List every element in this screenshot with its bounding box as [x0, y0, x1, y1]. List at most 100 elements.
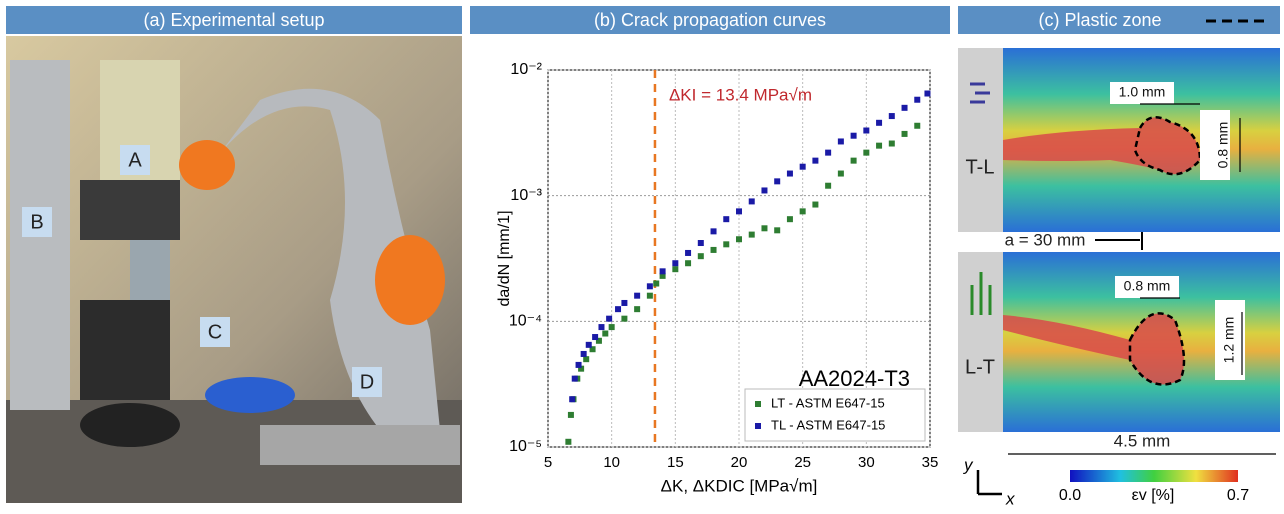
legend-marker: [755, 401, 761, 407]
point: [736, 236, 742, 243]
dimension-label: 0.8 mm: [1215, 122, 1231, 169]
point: [837, 170, 844, 177]
point: [924, 90, 931, 97]
x-tick-label: 35: [922, 454, 939, 471]
y-tick-label: 10⁻²: [510, 61, 542, 78]
colorbar-label: εv [%]: [1132, 487, 1175, 504]
point: [606, 315, 613, 322]
x-tick-label: 25: [794, 454, 811, 471]
point: [723, 216, 730, 223]
point: [914, 122, 921, 129]
point: [685, 260, 692, 267]
x-axis-label: ΔK, ΔKDIC [MPa√m]: [661, 476, 818, 495]
plot: 5 10 15 20 25 30 35 10⁻⁵ 10⁻⁴ 10⁻³ 10⁻² ΔK, ΔKDIC […: [496, 61, 938, 495]
legend-marker: [755, 423, 761, 429]
x-tick-label: 15: [667, 454, 684, 471]
colorbar-min: 0.0: [1059, 487, 1081, 504]
point: [575, 361, 582, 368]
y-tick-label: 10⁻⁵: [509, 438, 542, 455]
component-label: A: [128, 149, 142, 171]
point: [697, 253, 704, 260]
point: [774, 178, 781, 185]
point: [578, 365, 585, 372]
point: [761, 225, 768, 232]
point: [585, 341, 592, 348]
x-tick-label: 5: [544, 454, 552, 471]
point: [825, 149, 832, 156]
point: [580, 350, 587, 357]
component-label: B: [30, 211, 43, 233]
point: [595, 337, 602, 344]
point: [621, 315, 628, 322]
point: [646, 283, 653, 290]
point: [863, 127, 870, 134]
point: [786, 170, 793, 177]
strain-fields: [958, 48, 1280, 496]
chart-title: (b) Crack propagation curves: [594, 10, 826, 30]
point: [723, 241, 730, 248]
dimension-label: 0.8 mm: [1124, 278, 1171, 294]
y-tick-label: 10⁻⁴: [509, 313, 542, 330]
point: [659, 268, 666, 275]
photo-labels: A B C D: [22, 145, 382, 397]
point: [774, 227, 781, 234]
point: [837, 138, 844, 145]
x-tick-label: 20: [731, 454, 748, 471]
point: [685, 249, 692, 256]
point: [672, 260, 679, 267]
header-bar: [6, 6, 462, 34]
point: [825, 182, 832, 189]
annotation: ΔKI = 13.4 MPa√m: [669, 85, 812, 104]
orientation-label: L-T: [965, 356, 995, 378]
point: [659, 272, 666, 279]
point: [589, 346, 596, 353]
component-label: C: [208, 321, 222, 343]
point: [850, 132, 857, 139]
y-tick-label: 10⁻³: [510, 187, 542, 204]
crack-length: a = 30 mm: [1005, 230, 1086, 249]
point: [812, 157, 819, 164]
point: [736, 208, 742, 215]
point: [799, 163, 806, 170]
dimension-label: 1.0 mm: [1119, 84, 1166, 100]
point: [863, 149, 870, 156]
point: [567, 411, 574, 418]
point: [710, 228, 717, 235]
inner-label: AA2024-T3: [799, 366, 910, 391]
colorbar-max: 0.7: [1227, 487, 1249, 504]
point: [888, 140, 895, 147]
orientation-label: T-L: [966, 156, 995, 178]
panel-title: (a) Experimental setup: [143, 10, 324, 30]
point: [799, 208, 806, 215]
point: [608, 324, 615, 331]
panel-title: (c) Plastic zone: [1038, 10, 1161, 30]
point: [710, 246, 717, 253]
point: [565, 438, 572, 445]
point: [615, 306, 622, 313]
point: [888, 113, 895, 120]
point: [901, 130, 908, 137]
point: [592, 334, 599, 341]
point: [812, 201, 819, 208]
dimension-label: 1.2 mm: [1221, 317, 1237, 364]
point: [748, 198, 755, 205]
x-tick-label: 10: [603, 454, 620, 471]
legend-box: [744, 388, 926, 442]
axis-x: x: [1005, 489, 1015, 508]
point: [672, 266, 679, 273]
point: [634, 306, 641, 313]
point: [646, 292, 653, 299]
legend-label: TL - ASTM E647-15: [771, 417, 885, 432]
point: [914, 96, 921, 103]
point: [583, 356, 590, 363]
point: [761, 187, 768, 194]
header-bar: [470, 6, 950, 34]
point: [786, 216, 793, 223]
point: [748, 231, 755, 238]
point: [602, 330, 609, 337]
point: [621, 299, 628, 306]
point: [653, 280, 660, 287]
field-width: 4.5 mm: [1114, 431, 1171, 450]
component-label: D: [360, 371, 374, 393]
